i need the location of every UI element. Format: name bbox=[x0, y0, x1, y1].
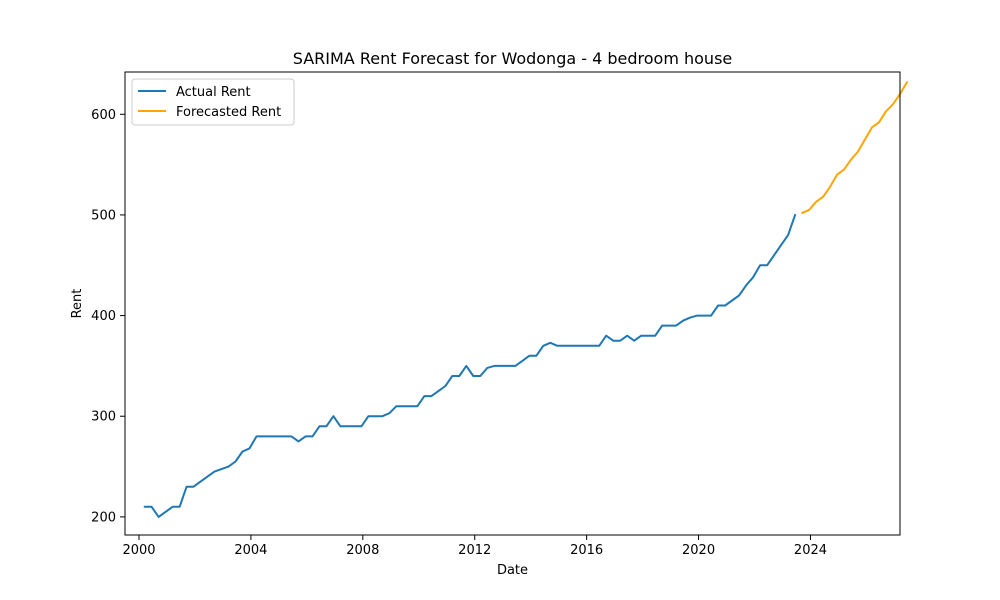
y-axis: 200 300 400 500 600 bbox=[91, 108, 125, 525]
x-tick-label: 2004 bbox=[234, 543, 267, 558]
series-layer bbox=[143, 81, 908, 518]
x-tick-label: 2008 bbox=[346, 543, 379, 558]
legend-label-actual: Actual Rent bbox=[176, 85, 251, 100]
x-axis: 2000 2004 2008 2012 2016 2020 2024 bbox=[122, 535, 827, 558]
x-axis-label: Date bbox=[497, 563, 528, 578]
actual-rent-line bbox=[143, 213, 797, 518]
legend-label-forecast: Forecasted Rent bbox=[176, 105, 281, 120]
x-tick-label: 2000 bbox=[122, 543, 155, 558]
plot-frame bbox=[124, 71, 901, 536]
x-tick-label: 2016 bbox=[570, 543, 603, 558]
x-tick-label: 2020 bbox=[682, 543, 715, 558]
chart-title: SARIMA Rent Forecast for Wodonga - 4 bed… bbox=[293, 49, 733, 68]
x-tick-label: 2024 bbox=[794, 543, 827, 558]
y-tick-label: 600 bbox=[91, 108, 116, 123]
legend: Actual Rent Forecasted Rent bbox=[131, 78, 295, 126]
legend-box bbox=[131, 78, 295, 126]
y-tick-label: 200 bbox=[91, 510, 116, 525]
x-tick-label: 2012 bbox=[458, 543, 491, 558]
y-tick-label: 400 bbox=[91, 309, 116, 324]
y-tick-label: 300 bbox=[91, 410, 116, 425]
forecasted-rent-line bbox=[801, 81, 908, 214]
y-tick-label: 500 bbox=[91, 208, 116, 223]
y-axis-label: Rent bbox=[70, 289, 85, 319]
